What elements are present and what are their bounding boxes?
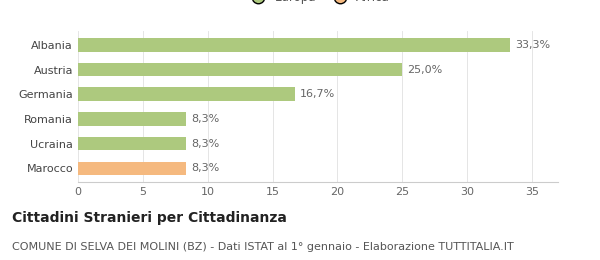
Text: 8,3%: 8,3% [191,114,219,124]
Bar [78,112,185,126]
Bar [78,63,403,76]
Text: 16,7%: 16,7% [300,89,335,99]
Text: 25,0%: 25,0% [407,64,443,75]
Legend: Europa, Africa: Europa, Africa [244,0,392,6]
Text: COMUNE DI SELVA DEI MOLINI (BZ) - Dati ISTAT al 1° gennaio - Elaborazione TUTTIT: COMUNE DI SELVA DEI MOLINI (BZ) - Dati I… [12,242,514,252]
Bar [78,87,295,101]
Text: Cittadini Stranieri per Cittadinanza: Cittadini Stranieri per Cittadinanza [12,211,287,225]
Bar [78,161,185,175]
Bar [78,38,510,52]
Text: 33,3%: 33,3% [515,40,550,50]
Text: 8,3%: 8,3% [191,163,219,173]
Text: 8,3%: 8,3% [191,139,219,149]
Bar [78,137,185,151]
